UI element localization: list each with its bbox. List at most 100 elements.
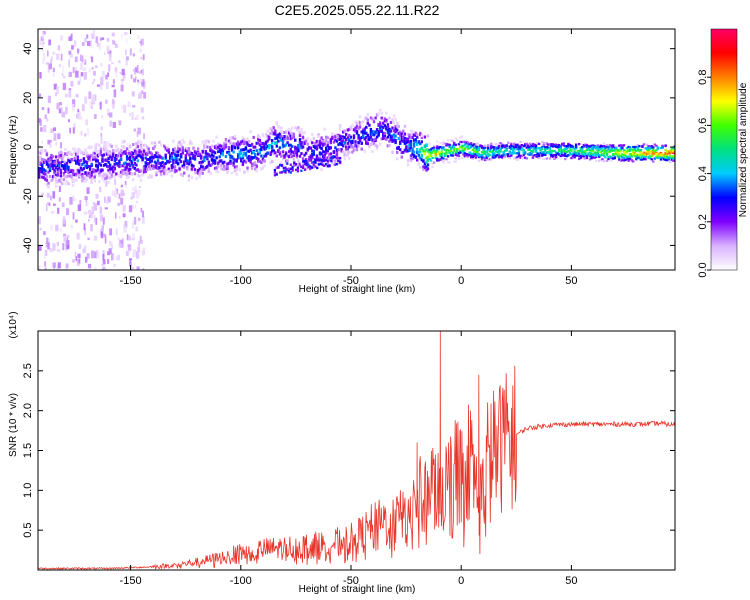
spectrogram-cell — [391, 118, 394, 122]
spectrogram-cell — [87, 171, 90, 175]
spectrogram-cell — [233, 158, 237, 162]
spectrogram-cell — [150, 155, 153, 159]
spectrogram-cell — [79, 175, 83, 179]
spectrogram-cell — [662, 158, 666, 161]
spectrogram-cell — [416, 143, 419, 146]
spectrogram-cell — [61, 158, 64, 161]
spectrogram-cell — [67, 168, 70, 172]
spectrogram-cell — [400, 132, 403, 136]
spectrogram-cell — [114, 212, 117, 219]
spectrogram-cell — [386, 131, 390, 135]
spectrogram-cell — [107, 180, 110, 184]
spectrogram-cell — [81, 168, 84, 172]
spectrogram-cell — [423, 144, 427, 148]
spectrogram-cell — [62, 178, 66, 182]
spectrogram-cell — [294, 126, 297, 129]
spectrogram-cell — [167, 148, 170, 152]
spectrogram-cell — [52, 262, 56, 268]
spectrogram-cell — [271, 146, 274, 150]
spectrogram-cell — [141, 210, 144, 218]
spectrogram-cell — [78, 243, 82, 250]
spectrogram-cell — [460, 156, 464, 159]
spectrogram-cell — [514, 156, 518, 159]
spectrogram-cell — [129, 48, 132, 56]
spectrogram-cell — [94, 144, 98, 152]
spectrogram-cell — [246, 156, 249, 160]
spectrogram-cell — [102, 163, 106, 167]
spectrogram-cell — [108, 53, 112, 62]
spectrogram-cell — [534, 154, 538, 157]
spectrogram-cell — [389, 129, 393, 133]
spectrogram-cell — [650, 146, 653, 150]
spectrogram-cell — [45, 243, 49, 248]
spectrogram-cell — [476, 154, 479, 157]
spectrogram-cell — [480, 146, 484, 149]
spectrogram-cell — [186, 159, 189, 163]
spectrogram-cell — [436, 149, 439, 152]
spectrogram-cell — [62, 76, 66, 79]
spectrogram-cell — [121, 140, 124, 144]
spectrogram-cell — [664, 152, 667, 155]
spectrogram-cell — [369, 127, 373, 131]
spectrogram-cell — [516, 155, 519, 159]
spectrogram-cell — [260, 141, 263, 145]
spectrogram-cell — [508, 146, 511, 149]
spectrogram-cell — [437, 158, 440, 162]
spectrogram-cell — [423, 152, 427, 156]
spectrogram-cell — [314, 159, 317, 162]
spectrogram-cell — [315, 154, 319, 158]
spectrogram-cell — [533, 148, 536, 151]
spectrogram-cell — [218, 155, 221, 159]
spectrogram-cell — [402, 136, 405, 140]
spectrogram-cell — [53, 266, 55, 270]
spectrogram-cell — [128, 160, 132, 165]
spectrogram-cell — [565, 147, 569, 150]
spectrogram-cell — [357, 144, 360, 148]
spectrogram-cell — [323, 159, 326, 162]
spectrogram-cell — [382, 132, 385, 136]
spectrogram-cell — [280, 134, 283, 138]
spectrogram-cell — [369, 134, 373, 138]
spectrogram-cell — [79, 116, 83, 120]
spectrogram-cell — [116, 154, 120, 158]
spectrogram-cell — [602, 154, 606, 157]
spectrogram-cell — [392, 129, 396, 133]
spectrogram-cell — [363, 131, 366, 135]
spectrogram-cell — [237, 155, 240, 159]
spectrogram-cell — [288, 143, 291, 147]
spectrogram-cell — [51, 167, 55, 171]
spectrogram-cell — [406, 140, 410, 144]
spectrogram-cell — [604, 147, 607, 150]
spectrogram-cell — [107, 153, 110, 157]
spectrogram-cell — [93, 168, 96, 172]
spectrogram-cell — [111, 84, 115, 88]
spectrogram-cell — [127, 168, 130, 172]
spectrogram-cell — [371, 132, 374, 136]
spectrogram-cell — [100, 136, 103, 144]
spectrogram-cell — [87, 174, 90, 178]
spectrogram-cell — [355, 122, 359, 126]
spectrogram-cell — [325, 158, 328, 162]
spectrogram-cell — [106, 141, 109, 149]
spectrogram-cell — [95, 149, 98, 153]
spectrogram-cell — [465, 142, 468, 145]
spectrogram-cell — [419, 165, 422, 169]
spectrogram-cell — [136, 151, 140, 154]
spectrogram-cell — [124, 181, 127, 185]
spectrogram-cell — [135, 146, 138, 150]
spectrogram-cell — [321, 139, 325, 143]
spectrogram-cell — [664, 149, 667, 152]
spectrogram-cell — [117, 254, 120, 261]
spectrogram-cell — [92, 157, 95, 161]
spectrogram-cell — [530, 146, 533, 149]
spectrogram-cell — [610, 144, 613, 147]
spectrogram-cell — [212, 158, 215, 162]
spectrogram-cell — [271, 141, 274, 145]
spectrogram-cell — [111, 62, 114, 65]
spectrogram-cell — [278, 136, 282, 139]
spectrogram-cell — [127, 151, 130, 155]
spectrogram-cell — [411, 157, 414, 161]
spectrogram-cell — [109, 241, 113, 246]
spectrogram-cell — [473, 146, 476, 149]
spectrogram-cell — [96, 161, 100, 166]
